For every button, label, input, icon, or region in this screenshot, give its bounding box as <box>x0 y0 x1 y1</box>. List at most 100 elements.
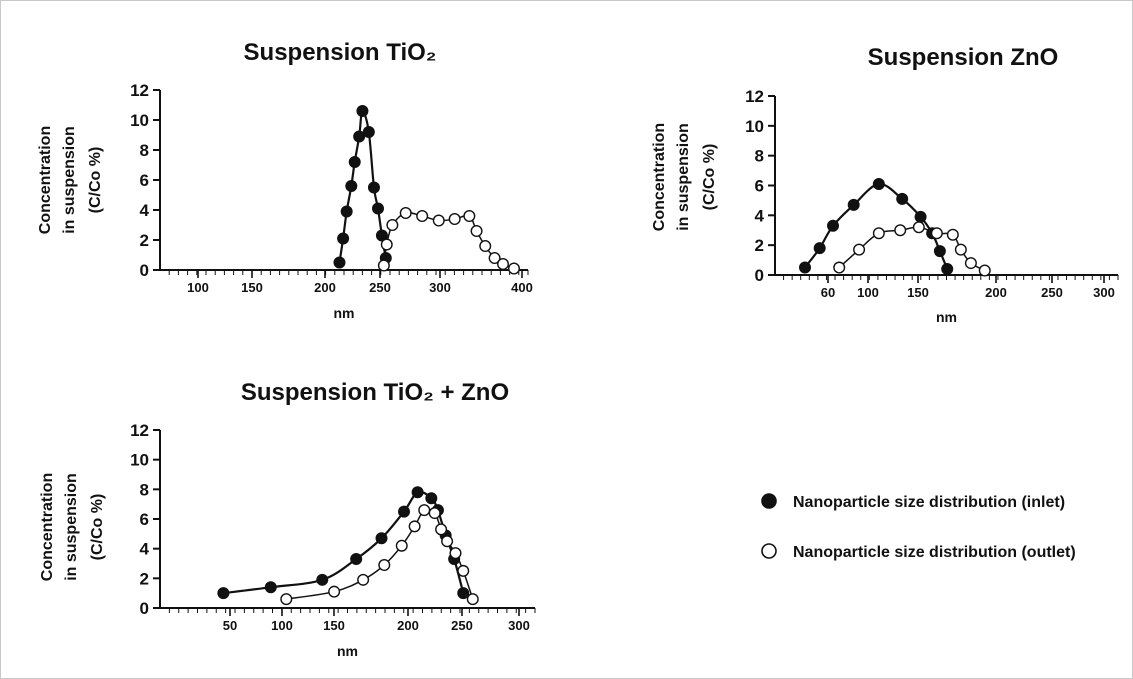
data-point-outlet <box>872 227 885 240</box>
x-tick-label: 60 <box>821 285 835 300</box>
y-tick-label: 2 <box>140 231 149 250</box>
data-point-outlet <box>418 504 431 517</box>
chart-panel-1: Suspension TiO₂ Concentration in suspensio… <box>37 39 533 321</box>
data-point-inlet <box>356 104 369 117</box>
x-tick-label: 150 <box>323 618 345 633</box>
x-tick-label: 250 <box>369 280 391 295</box>
y-tick-label: 6 <box>140 510 149 529</box>
data-point-outlet <box>441 535 454 548</box>
legend: Nanoparticle size distribution (inlet) Na… <box>761 493 1076 561</box>
data-point-inlet <box>375 229 388 242</box>
data-point-inlet <box>345 179 358 192</box>
data-point-outlet <box>432 214 445 227</box>
data-point-outlet <box>833 261 846 274</box>
data-point-outlet <box>399 206 412 219</box>
data-point-inlet <box>914 210 927 223</box>
data-point-outlet <box>912 221 925 234</box>
data-point-outlet <box>964 257 977 270</box>
x-tick-label: 250 <box>1041 285 1063 300</box>
x-tick-label: 200 <box>314 280 336 295</box>
chart-title: Suspension ZnO <box>868 44 1059 71</box>
x-tick-label: 250 <box>451 618 473 633</box>
data-point-inlet <box>348 155 361 168</box>
y-tick-label: 12 <box>745 87 764 106</box>
y-tick-label: 6 <box>140 171 149 190</box>
data-point-inlet <box>847 198 860 211</box>
y-tick-label: 0 <box>755 266 764 285</box>
data-point-inlet <box>375 532 388 545</box>
x-tick-label: 300 <box>1093 285 1115 300</box>
data-point-outlet <box>408 520 421 533</box>
data-point-inlet <box>340 205 353 218</box>
x-axis-label: nm <box>936 309 957 325</box>
chart-panel-2: Suspension ZnO Concentration in suspension… <box>651 44 1119 325</box>
chart-panel-3: Suspension TiO₂ + ZnO Concentration in sus… <box>39 379 536 659</box>
data-point-outlet <box>853 243 866 256</box>
y-tick-label: 4 <box>755 206 765 225</box>
data-point-inlet <box>316 573 329 586</box>
x-tick-label: 400 <box>511 280 533 295</box>
data-point-inlet <box>333 256 346 269</box>
y-tick-label: 8 <box>140 480 149 499</box>
data-point-outlet <box>395 539 408 552</box>
series-line-outlet <box>286 508 474 600</box>
x-tick-label: 300 <box>429 280 451 295</box>
x-tick-label: 100 <box>187 280 209 295</box>
data-point-outlet <box>416 209 429 222</box>
y-axis-label: Concentration <box>39 473 56 581</box>
data-point-outlet <box>894 224 907 237</box>
data-point-outlet <box>479 239 492 252</box>
legend-label: Nanoparticle size distribution (outlet) <box>793 544 1076 561</box>
data-point-inlet <box>217 587 230 600</box>
data-point-outlet <box>488 251 501 264</box>
data-point-inlet <box>933 245 946 258</box>
data-point-inlet <box>264 581 277 594</box>
data-point-outlet <box>280 593 293 606</box>
y-tick-label: 12 <box>130 421 149 440</box>
data-point-outlet <box>449 547 462 560</box>
x-tick-label: 300 <box>508 618 530 633</box>
data-point-inlet <box>367 181 380 194</box>
data-point-outlet <box>380 238 393 251</box>
y-tick-label: 6 <box>755 177 764 196</box>
data-point-inlet <box>896 192 909 205</box>
chart-title: Suspension TiO₂ + ZnO <box>241 379 509 406</box>
data-point-outlet <box>428 507 441 520</box>
data-point-inlet <box>813 242 826 255</box>
data-point-outlet <box>386 218 399 231</box>
data-point-outlet <box>357 573 370 586</box>
data-point-inlet <box>337 232 350 245</box>
y-tick-label: 10 <box>745 117 764 136</box>
y-axis-label: (C/Co %) <box>701 144 718 211</box>
chart-title: Suspension TiO₂ <box>244 39 437 66</box>
data-point-inlet <box>941 263 954 276</box>
x-tick-label: 150 <box>907 285 929 300</box>
y-axis-label: (C/Co %) <box>89 494 106 561</box>
data-point-outlet <box>507 262 520 275</box>
data-point-inlet <box>425 492 438 505</box>
x-axis-label: nm <box>337 643 358 659</box>
data-point-inlet <box>398 505 411 518</box>
x-tick-label: 200 <box>397 618 419 633</box>
x-axis-label: nm <box>334 305 355 321</box>
data-point-inlet <box>826 219 839 232</box>
x-tick-label: 100 <box>271 618 293 633</box>
y-tick-label: 12 <box>130 81 149 100</box>
y-axis-label: in suspension <box>61 126 78 234</box>
y-tick-label: 10 <box>130 111 149 130</box>
x-tick-label: 50 <box>223 618 237 633</box>
data-point-outlet <box>497 258 510 271</box>
data-point-inlet <box>798 261 811 274</box>
data-point-outlet <box>377 259 390 272</box>
x-tick-label: 200 <box>985 285 1007 300</box>
data-point-outlet <box>978 264 991 277</box>
series-line-inlet <box>804 182 949 270</box>
data-point-outlet <box>954 243 967 256</box>
data-point-inlet <box>457 587 470 600</box>
data-point-outlet <box>328 585 341 598</box>
legend-marker-outlet <box>761 543 777 559</box>
y-axis-label: in suspension <box>63 473 80 581</box>
y-axis-label: (C/Co %) <box>87 147 104 214</box>
